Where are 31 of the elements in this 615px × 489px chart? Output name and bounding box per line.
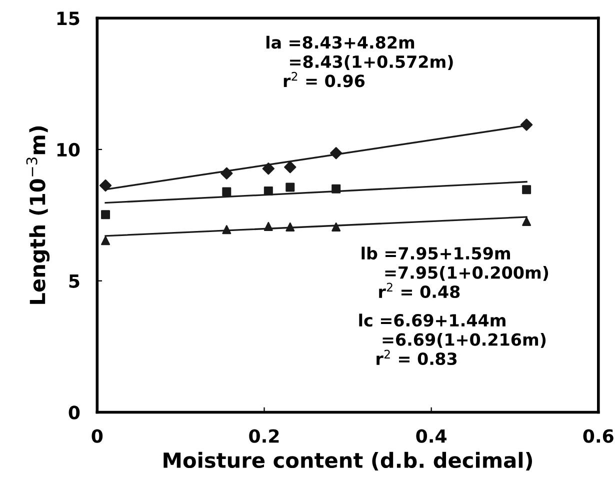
point: [264, 186, 273, 196]
point: [332, 222, 341, 232]
point: [286, 222, 295, 232]
x-tick-label: 0.6: [583, 429, 614, 443]
y-tick-label: 15: [57, 12, 80, 26]
x-tick-label: 0.2: [249, 429, 279, 443]
point: [264, 222, 273, 231]
point: [262, 162, 274, 175]
point: [522, 185, 532, 194]
point: [284, 161, 296, 174]
point: [222, 225, 232, 234]
y-tick-label: 0: [68, 406, 80, 420]
point: [101, 210, 110, 220]
point: [522, 216, 532, 226]
y-tick-label: 10: [57, 142, 80, 157]
x-axis-title: Moisture content (d.b. decimal): [164, 452, 532, 470]
point: [99, 179, 112, 192]
point: [222, 187, 232, 196]
point: [101, 236, 110, 246]
annotation: lb =7.95+1.59m =7.95(1+0.200m) r$^{2}$ = 0.48: [362, 246, 548, 298]
point: [220, 167, 233, 180]
point: [330, 147, 342, 160]
point: [332, 184, 341, 194]
point: [520, 118, 533, 131]
annotation: lc =6.69+1.44m =6.69(1+0.216m) r$^{2}$ = 0.83: [359, 314, 546, 366]
point: [286, 182, 295, 192]
y-axis-title: Length (10$^{−3}$m): [26, 126, 50, 304]
x-tick-label: 0.4: [416, 429, 446, 443]
y-tick-label: 5: [69, 274, 80, 288]
annotation: la =8.43+4.82m =8.43(1+0.572m) r$^{2}$ = 0.96: [266, 36, 453, 88]
x-tick-label: 0: [92, 429, 103, 443]
